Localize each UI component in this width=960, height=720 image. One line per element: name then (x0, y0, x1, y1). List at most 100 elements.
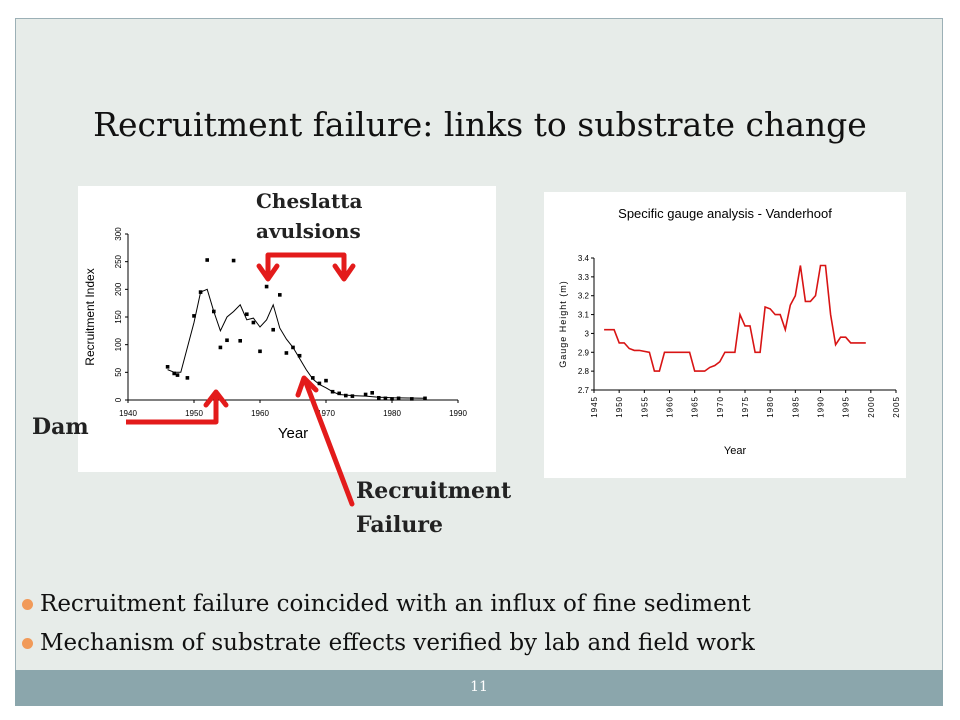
y-tick-label: 3 (585, 329, 590, 338)
bullet-item: Recruitment failure coincided with an in… (22, 585, 755, 624)
x-tick-label: 1970 (716, 396, 725, 418)
data-point (172, 371, 176, 376)
bullet-item: Mechanism of substrate effects verified … (22, 624, 755, 663)
data-point (350, 394, 355, 398)
x-tick-label: 1965 (691, 396, 700, 418)
data-point (324, 378, 328, 383)
cheslatta-label-line2: avulsions (256, 219, 361, 243)
y-tick-label: 2.9 (578, 348, 590, 357)
data-point (337, 391, 341, 396)
y-tick-label: 0 (114, 397, 123, 402)
data-point (251, 320, 256, 325)
data-point (225, 338, 229, 343)
data-point (291, 345, 295, 350)
x-tick-label: 1990 (817, 396, 826, 418)
x-tick-label: 1950 (185, 409, 203, 418)
chart-title: Specific gauge analysis - Vanderhoof (618, 206, 832, 221)
y-tick-label: 250 (114, 254, 123, 268)
cheslatta-bracket-head-right (332, 263, 356, 282)
data-point (165, 365, 170, 369)
failure-arrow (302, 377, 355, 507)
data-point (192, 314, 196, 318)
x-tick-label: 1985 (791, 396, 800, 418)
data-point (185, 376, 190, 380)
y-axis-title: Recruitment Index (83, 268, 97, 365)
bullet-text: Mechanism of substrate effects verified … (40, 630, 755, 656)
x-tick-label: 1980 (766, 396, 775, 418)
cheslatta-avulsions-label: Cheslatta avulsions (256, 186, 362, 246)
data-point (370, 391, 374, 395)
recruitment-index-chart: 0 50 100 150 200 250 300 1940 1950 1960 1970 1980 19… (83, 227, 467, 442)
x-tick-label: 1990 (449, 409, 467, 418)
x-tick-label: 1950 (615, 396, 624, 418)
data-point (383, 396, 388, 401)
bullet-dot-icon (22, 599, 33, 610)
y-axis-title: Gauge Height (m) (558, 280, 568, 368)
y-tick-label: 50 (114, 367, 123, 376)
data-point (410, 397, 414, 401)
data-point (297, 353, 302, 358)
data-point (311, 376, 315, 380)
data-point (396, 396, 401, 401)
page-number: 11 (470, 679, 488, 695)
data-point (377, 395, 381, 400)
gauge-series-line (604, 264, 866, 372)
y-tick-label: 100 (114, 337, 123, 351)
x-axis-title: Year (278, 425, 308, 442)
data-point (258, 349, 262, 354)
slide-title: Recruitment failure: links to substrate … (93, 105, 867, 144)
dam-label: Dam (32, 414, 89, 440)
y-tick-label: 3.4 (578, 254, 590, 263)
data-point (284, 351, 289, 355)
slide-footer: 11 (15, 670, 943, 706)
data-point (278, 293, 282, 297)
data-point (271, 327, 275, 332)
cheslatta-label-line1: Cheslatta (256, 189, 363, 213)
x-tick-label: 2005 (892, 396, 901, 418)
failure-label-line1: Recruitment (356, 478, 512, 504)
x-tick-label: 1960 (666, 396, 675, 418)
y-tick-label: 3.2 (578, 292, 590, 301)
y-tick-label: 3.3 (578, 273, 590, 282)
y-tick-label: 150 (114, 310, 123, 324)
data-point (231, 258, 236, 263)
data-point (218, 345, 223, 350)
data-point (363, 392, 368, 397)
y-tick-label: 200 (114, 282, 123, 296)
x-tick-label: 1970 (317, 409, 335, 418)
gauge-chart-panel: Specific gauge analysis - Vanderhoof 2.7 2… (544, 192, 906, 478)
x-tick-label: 1995 (842, 396, 851, 418)
cheslatta-bracket-head-left (256, 263, 280, 282)
bullet-dot-icon (22, 638, 33, 649)
y-tick-label: 2.7 (578, 386, 590, 395)
x-tick-label: 2000 (867, 396, 876, 418)
gauge-height-chart: Specific gauge analysis - Vanderhoof 2.7 2… (558, 206, 901, 457)
bullet-text: Recruitment failure coincided with an in… (40, 591, 751, 617)
data-point (423, 396, 427, 401)
x-tick-label: 1960 (251, 409, 269, 418)
y-tick-label: 2.8 (578, 367, 590, 376)
data-point (390, 397, 394, 401)
data-point (330, 389, 335, 394)
x-tick-label: 1945 (590, 396, 599, 418)
y-tick-label: 3.1 (578, 311, 590, 320)
recruitment-failure-label: Recruitment Failure (356, 474, 511, 542)
data-point (212, 309, 216, 314)
y-tick-label: 300 (114, 227, 123, 241)
data-point (317, 381, 322, 386)
x-tick-label: 1980 (383, 409, 401, 418)
x-axis-title: Year (724, 445, 747, 457)
dam-arrow-head (203, 389, 229, 408)
x-tick-label: 1955 (640, 396, 649, 418)
data-point (238, 338, 242, 343)
data-point (264, 284, 269, 289)
data-point (344, 393, 348, 398)
data-point (175, 373, 180, 377)
failure-arrow-head (295, 375, 319, 398)
failure-label-line2: Failure (356, 512, 443, 538)
cheslatta-bracket (265, 252, 347, 276)
data-point (198, 290, 203, 294)
bullet-list: Recruitment failure coincided with an in… (22, 585, 755, 663)
x-tick-label: 1975 (741, 396, 750, 418)
data-point (245, 312, 249, 317)
